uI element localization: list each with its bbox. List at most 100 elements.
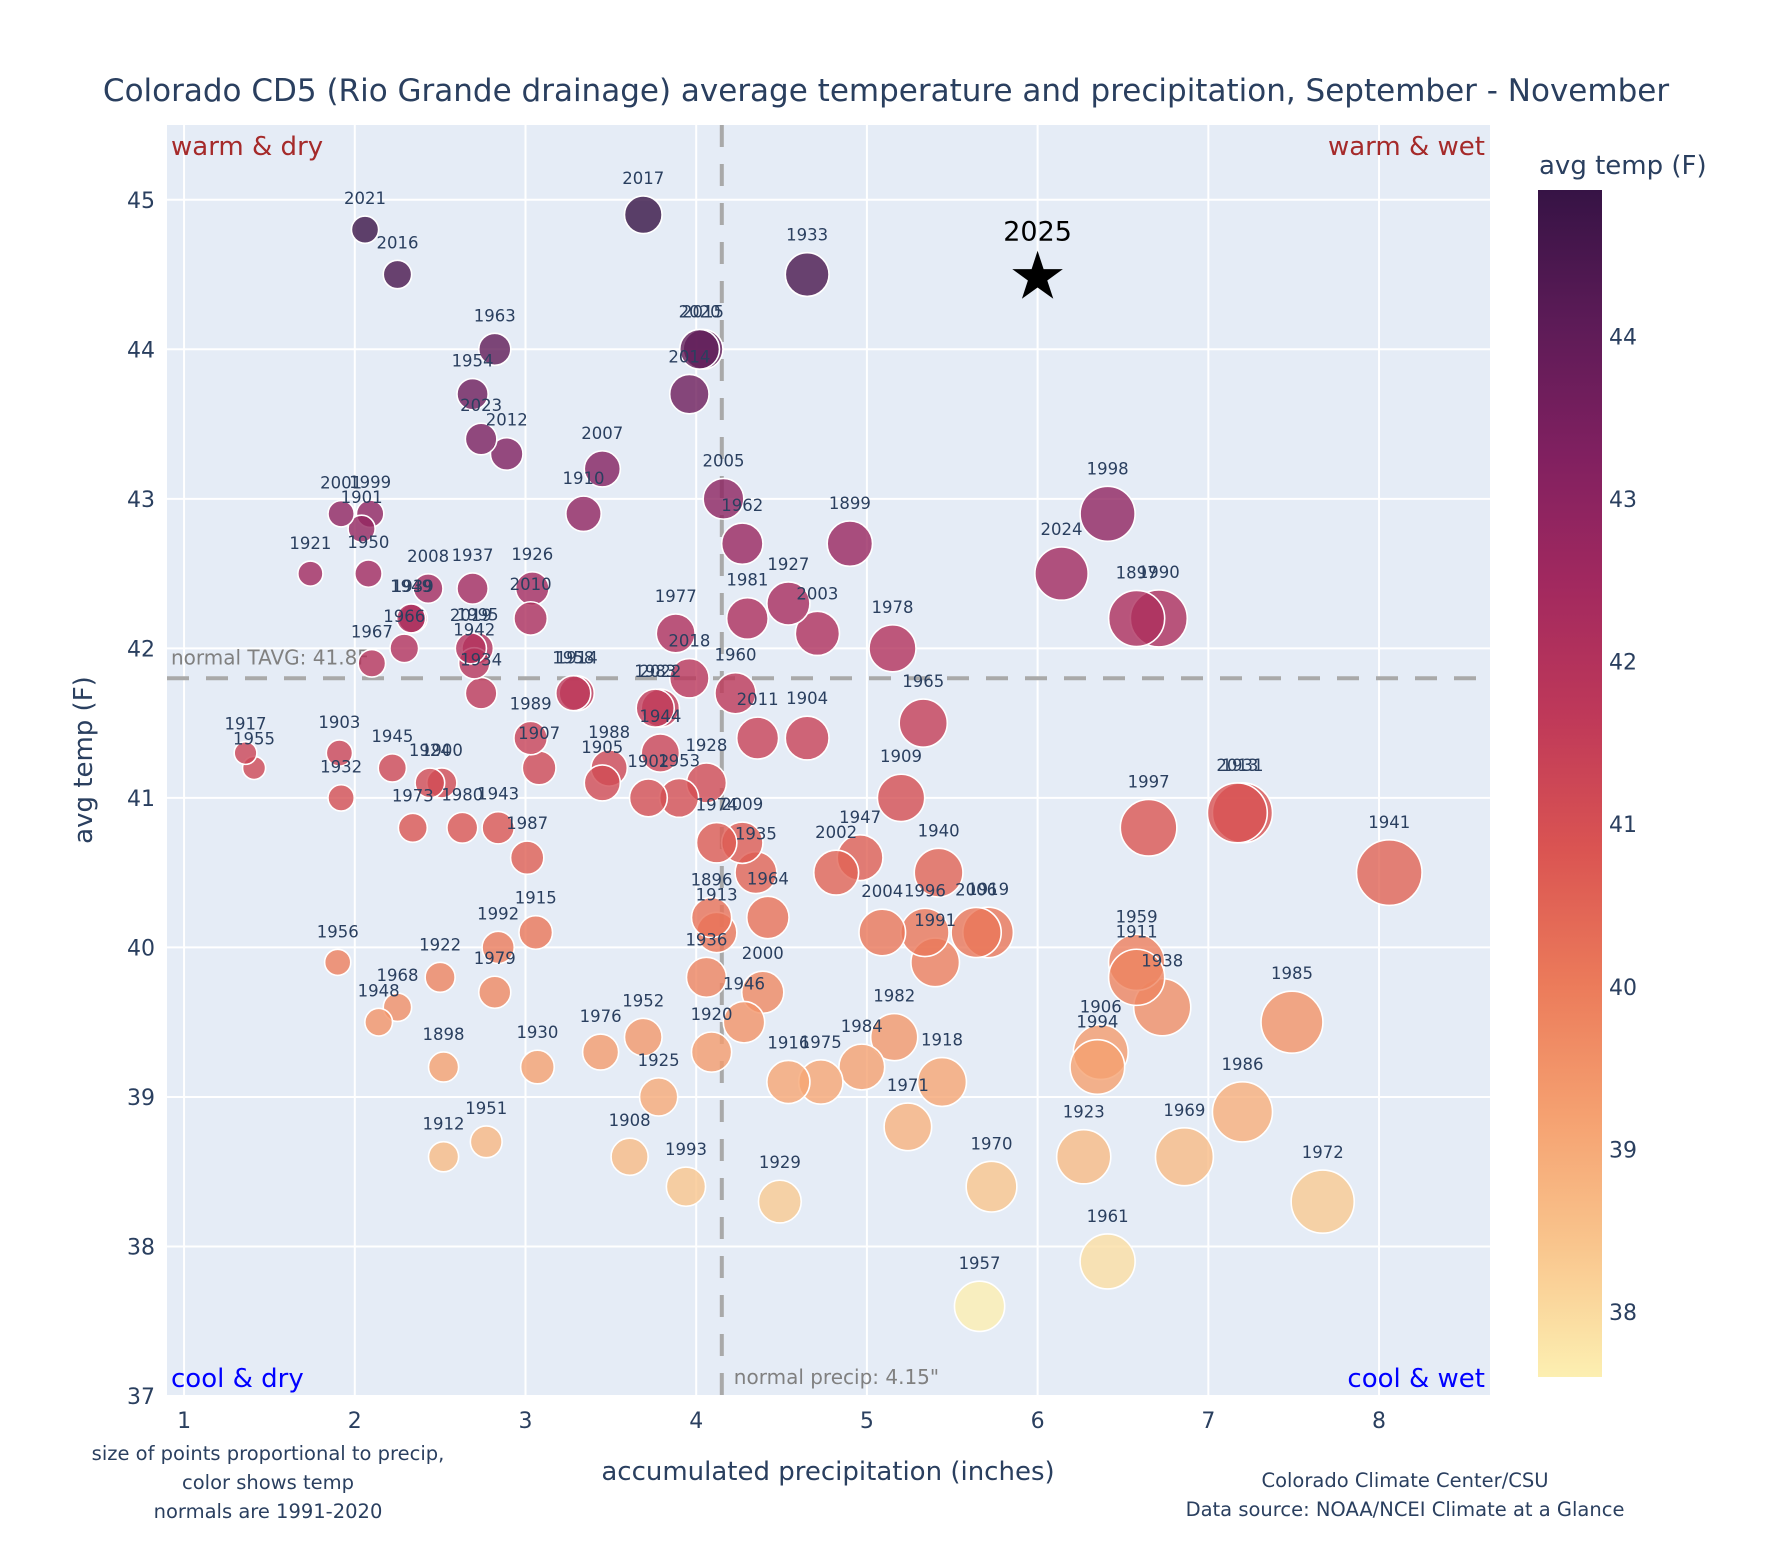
data-point [695, 821, 738, 864]
data-point [665, 1166, 707, 1208]
point-year-label: 1957 [959, 1254, 1001, 1273]
y-tick-label: 41 [127, 787, 155, 812]
data-point [389, 633, 420, 664]
point-year-label: 1952 [622, 991, 664, 1010]
x-tick-label: 8 [1372, 1409, 1386, 1434]
data-point [509, 840, 545, 876]
point-year-label: 1917 [225, 715, 267, 734]
point-year-label: 1949 [390, 577, 432, 596]
data-point [554, 674, 592, 712]
point-year-label: 1972 [1302, 1143, 1344, 1162]
x-tick-label: 6 [1031, 1409, 1045, 1434]
point-year-label: 1970 [971, 1134, 1013, 1153]
data-point [233, 740, 258, 766]
point-year-label: 1942 [453, 621, 495, 640]
point-year-label: 2022 [639, 662, 681, 681]
point-year-label: 2008 [407, 547, 449, 566]
data-point [1260, 990, 1324, 1054]
point-year-label: 1927 [767, 555, 809, 574]
point-year-label: 1982 [873, 987, 915, 1006]
point-year-label: 1908 [609, 1111, 651, 1130]
data-point [427, 1140, 460, 1173]
point-year-label: 1944 [639, 707, 681, 726]
highlight-star-marker: ★ [1008, 238, 1067, 315]
credit-line-1: Colorado Climate Center/CSU [1261, 1469, 1548, 1492]
point-year-label: 1979 [474, 949, 516, 968]
data-point [668, 373, 710, 415]
data-point [519, 1049, 556, 1085]
data-point [784, 251, 830, 298]
data-point [794, 610, 841, 657]
y-tick-label: 39 [127, 1086, 155, 1111]
point-year-label: 1973 [392, 786, 434, 805]
data-point [826, 520, 874, 568]
point-year-label: 1900 [421, 741, 463, 760]
point-year-label: 1950 [347, 533, 389, 552]
note-line-3: normals are 1991-2020 [154, 1500, 383, 1523]
point-year-label: 1940 [918, 821, 960, 840]
point-year-label: 1968 [376, 966, 418, 985]
data-point [628, 778, 669, 818]
point-year-label: 1930 [516, 1023, 558, 1042]
point-year-label: 2001 [320, 474, 362, 493]
data-point [950, 906, 1003, 959]
point-year-label: 2018 [668, 632, 710, 651]
x-tick-label: 1 [177, 1409, 191, 1434]
data-point [521, 750, 557, 786]
point-year-label: 1965 [902, 672, 944, 691]
point-year-label: 1922 [419, 935, 461, 954]
point-year-label: 2005 [703, 452, 745, 471]
data-point [357, 648, 387, 678]
point-year-label: 1907 [518, 724, 560, 743]
y-tick-label: 45 [127, 189, 155, 214]
data-point [477, 975, 512, 1010]
data-point [638, 1077, 679, 1117]
colorbar-tick-label: 41 [1609, 813, 1637, 838]
data-point [581, 1033, 620, 1071]
point-year-label: 2021 [344, 189, 386, 208]
y-tick-label: 37 [127, 1385, 155, 1410]
point-year-label: 1902 [627, 752, 669, 771]
point-year-label: 1974 [696, 796, 738, 815]
point-year-label: 1916 [767, 1033, 809, 1052]
point-year-label: 1898 [423, 1025, 465, 1044]
point-year-label: 2020 [679, 302, 721, 321]
point-year-label: 1934 [460, 650, 502, 669]
point-year-label: 1911 [1116, 922, 1158, 941]
data-point [481, 930, 516, 965]
data-point [323, 948, 352, 977]
point-year-label: 1906 [1080, 998, 1122, 1017]
point-year-label: 1996 [904, 881, 946, 900]
quadrant-label-cool-dry: cool & dry [171, 1364, 304, 1394]
point-year-label: 2023 [460, 396, 502, 415]
point-year-label: 1905 [581, 738, 623, 757]
x-tick-label: 5 [860, 1409, 874, 1434]
data-point [883, 1102, 933, 1152]
colorbar [1538, 190, 1602, 1377]
data-point [350, 215, 380, 245]
y-tick-label: 43 [127, 488, 155, 513]
normal-precip-label: normal precip: 4.15" [734, 1365, 939, 1389]
point-year-label: 2016 [376, 233, 418, 252]
point-year-label: 1985 [1271, 964, 1313, 983]
point-year-label: 1910 [563, 469, 605, 488]
data-point [1206, 782, 1269, 844]
point-year-label: 1995 [457, 606, 499, 625]
y-tick-label: 38 [127, 1235, 155, 1260]
point-year-label: 1971 [887, 1076, 929, 1095]
point-year-label: 1975 [800, 1033, 842, 1052]
y-axis-label: avg temp (F) [69, 676, 99, 844]
data-point [583, 764, 622, 802]
chart-title: Colorado CD5 (Rio Grande drainage) avera… [103, 73, 1669, 109]
data-point [382, 259, 413, 290]
point-year-label: 1951 [465, 1099, 507, 1118]
data-point [1107, 589, 1166, 648]
point-year-label: 1960 [714, 646, 756, 665]
point-year-label: 1966 [383, 607, 425, 626]
data-point [1079, 485, 1136, 543]
point-year-label: 1918 [921, 1031, 963, 1050]
data-point [325, 739, 354, 767]
data-point [1069, 1038, 1126, 1096]
data-point [454, 631, 488, 665]
point-year-label: 1919 [967, 880, 1009, 899]
